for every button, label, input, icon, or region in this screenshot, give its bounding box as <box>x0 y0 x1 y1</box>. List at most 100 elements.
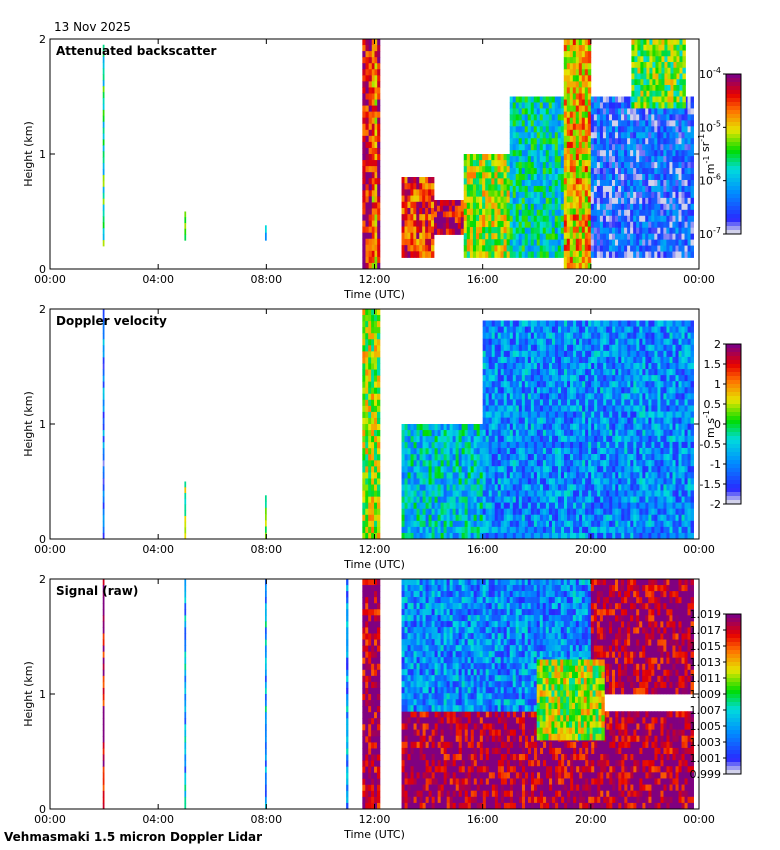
heatmap-cell <box>512 126 517 133</box>
heatmap-cell <box>561 454 565 461</box>
heatmap-cell <box>437 496 441 504</box>
heatmap-cell <box>554 168 559 175</box>
heatmap-cell <box>515 356 520 364</box>
heatmap-cell <box>630 162 634 169</box>
heatmap-cell <box>102 204 105 211</box>
heatmap-cell <box>521 369 526 376</box>
heatmap-cell <box>419 532 423 540</box>
heatmap-cell <box>515 393 520 400</box>
heatmap-cell <box>365 351 369 358</box>
heatmap-cell <box>672 239 676 246</box>
heatmap-cell <box>566 69 571 76</box>
heatmap-cell <box>533 126 538 133</box>
heatmap-cell <box>639 120 643 127</box>
heatmap-cell <box>374 478 378 485</box>
heatmap-cell <box>374 196 378 203</box>
heatmap-cell <box>670 56 674 63</box>
heatmap-cell <box>582 484 586 491</box>
heatmap-cell <box>404 496 408 504</box>
heatmap-cell <box>558 484 562 491</box>
heatmap-cell <box>457 200 462 207</box>
heatmap-cell <box>500 320 505 327</box>
heatmap-cell <box>539 514 544 522</box>
heatmap-cell <box>624 185 628 193</box>
heatmap-cell <box>554 221 559 229</box>
heatmap-cell <box>509 460 514 467</box>
heatmap-cell <box>466 154 471 161</box>
heatmap-cell <box>575 135 580 143</box>
heatmap-cell <box>624 156 628 163</box>
heatmap-cell <box>376 321 381 328</box>
heatmap-cell <box>401 201 405 209</box>
heatmap-cell <box>431 183 435 190</box>
heatmap-cell <box>588 387 592 394</box>
heatmap-cell <box>515 150 520 157</box>
heatmap-cell <box>368 369 372 376</box>
heatmap-cell <box>374 141 378 149</box>
heatmap-cell <box>527 239 532 246</box>
heatmap-cell <box>521 209 526 217</box>
heatmap-cell <box>524 332 529 340</box>
heatmap-cell <box>102 315 105 322</box>
heatmap-cell <box>515 197 520 205</box>
heatmap-cell <box>506 362 511 370</box>
heatmap-cell <box>461 442 466 449</box>
heatmap-cell <box>458 448 463 455</box>
heatmap-cell <box>572 178 577 185</box>
heatmap-cell <box>371 93 375 100</box>
heatmap-cell <box>545 227 550 235</box>
heatmap-cell <box>497 411 502 419</box>
heatmap-cell <box>102 151 105 158</box>
heatmap-cell <box>587 232 592 240</box>
heatmap-cell <box>102 74 105 81</box>
heatmap-cell <box>377 69 381 76</box>
heatmap-cell <box>654 108 658 115</box>
heatmap-cell <box>404 189 408 196</box>
heatmap-cell <box>554 520 559 528</box>
heatmap-cell <box>473 508 478 516</box>
heatmap-cell <box>374 448 378 455</box>
heatmap-cell <box>590 150 595 157</box>
heatmap-cell <box>497 172 501 179</box>
heatmap-cell <box>597 417 601 425</box>
heatmap-cell <box>542 114 547 121</box>
heatmap-cell <box>533 179 538 187</box>
heatmap-cell <box>570 435 574 443</box>
heatmap-cell <box>485 326 490 334</box>
heatmap-cell <box>376 502 381 510</box>
heatmap-cell <box>669 174 673 181</box>
heatmap-cell <box>597 447 601 455</box>
heatmap-cell <box>515 490 520 497</box>
heatmap-cell <box>524 320 529 327</box>
heatmap-cell <box>573 484 577 491</box>
heatmap-cell <box>527 435 532 443</box>
heatmap-cell <box>545 429 550 437</box>
heatmap-cell <box>512 332 517 340</box>
heatmap-cell <box>578 214 583 221</box>
heatmap-cell <box>630 168 634 175</box>
heatmap-cell <box>102 460 105 467</box>
heatmap-cell <box>575 250 580 258</box>
heatmap-cell <box>509 526 514 534</box>
heatmap-cell <box>675 209 679 217</box>
heatmap-cell <box>518 132 523 139</box>
heatmap-cell <box>515 496 520 503</box>
heatmap-cell <box>578 244 583 252</box>
heatmap-cell <box>542 362 547 370</box>
heatmap-cell <box>425 238 429 246</box>
heatmap-cell <box>521 356 526 364</box>
heatmap-cell <box>416 251 420 258</box>
heatmap-cell <box>463 166 468 173</box>
heatmap-cell <box>575 75 580 82</box>
heatmap-cell <box>561 514 565 522</box>
heatmap-cell <box>497 381 502 388</box>
heatmap-cell <box>548 356 553 364</box>
heatmap-cell <box>401 430 405 437</box>
heatmap-cell <box>569 166 574 173</box>
heatmap-cell <box>371 141 375 149</box>
heatmap-cell <box>551 326 556 334</box>
heatmap-cell <box>578 232 583 240</box>
heatmap-cell <box>675 245 679 252</box>
heatmap-cell <box>488 338 493 346</box>
heatmap-cell <box>512 508 517 516</box>
